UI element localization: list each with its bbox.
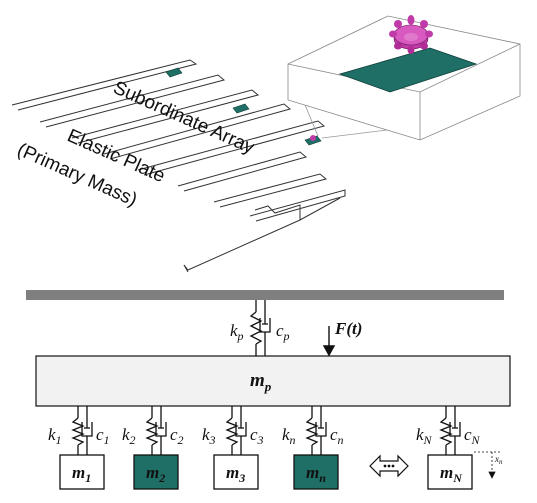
label-c-N: cN [464,425,481,447]
plate-body [183,204,301,271]
plate-beam [11,59,198,111]
label-k-n: kn [282,425,296,447]
label-c-1: c1 [96,425,110,447]
spring [225,417,239,446]
gear-icon [389,15,433,54]
force-arrow [322,326,336,357]
pad [232,103,250,114]
plate-body-edge [183,264,189,273]
label-m-3: m3 [226,463,245,485]
small-gear-icon [310,135,316,141]
plate-beam [213,173,328,208]
primary-damper [259,300,271,356]
spring [439,417,453,446]
mass-box-2 [133,454,179,490]
spring [71,417,85,446]
mass-box-3 [213,454,259,490]
label-mp: mp [250,370,272,394]
displacement-indicator [474,451,500,479]
label-xn: xn [494,454,503,466]
primary-mass-box [35,355,511,407]
label-m-2: m2 [146,463,165,485]
label-m-N: mN [440,463,463,485]
mass-box-n [293,454,339,490]
label-force: F(t) [334,319,362,338]
plate-illustration [11,59,346,273]
plate-beam [71,89,260,144]
pad [165,67,183,78]
label-c-3: c3 [250,425,264,447]
primary-spring [249,300,263,356]
inset-pad [338,47,478,93]
label-cp: cp [276,321,290,343]
subordinate-pads [165,67,322,146]
plate-beam [39,74,226,128]
label-m-n: mn [306,463,326,485]
spring [305,417,319,446]
mass-box-1 [59,454,105,490]
spring [145,417,159,446]
ground-bar [26,290,504,300]
label-k-1: k1 [48,425,62,447]
label-k-N: kN [416,425,433,447]
plate-beam [177,151,308,192]
label-c-2: c2 [170,425,184,447]
plate-beam [137,120,326,176]
label-c-n: cn [330,425,344,447]
plate-beam [103,103,292,160]
inset-view [287,15,521,141]
label-m-1: m1 [72,463,91,485]
ellipsis-arrow-icon [369,454,409,478]
label-kp: kp [230,321,244,343]
mass-box-N [427,454,473,490]
label-k-3: k3 [202,425,216,447]
plate-body-edge [299,197,341,221]
label-k-2: k2 [122,425,136,447]
